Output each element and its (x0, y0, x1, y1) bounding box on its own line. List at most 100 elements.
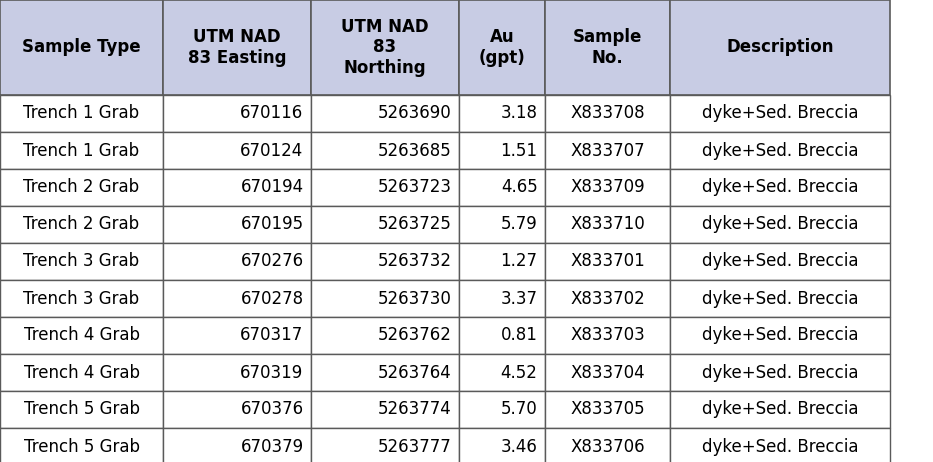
Bar (545, 132, 670, 169)
Bar (545, 391, 670, 428)
Text: 0.81: 0.81 (501, 327, 537, 345)
Bar (163, 206, 311, 243)
Bar (670, 0, 890, 95)
Text: UTM NAD
83
Northing: UTM NAD 83 Northing (341, 18, 429, 77)
Bar (545, 280, 670, 317)
Bar (670, 391, 890, 428)
Bar (0, 0, 163, 95)
Bar (163, 354, 311, 391)
Bar (670, 169, 890, 206)
Text: Trench 3 Grab: Trench 3 Grab (23, 290, 140, 308)
Bar (163, 0, 311, 95)
Text: 4.52: 4.52 (501, 364, 537, 382)
Text: X833704: X833704 (570, 364, 645, 382)
Text: Trench 4 Grab: Trench 4 Grab (23, 327, 140, 345)
Text: 670124: 670124 (241, 141, 303, 159)
Bar (311, 169, 459, 206)
Text: 670278: 670278 (241, 290, 303, 308)
Bar (670, 95, 890, 132)
Bar (670, 132, 890, 169)
Text: Trench 2 Grab: Trench 2 Grab (23, 215, 140, 233)
Bar (163, 391, 311, 428)
Bar (0, 428, 163, 462)
Bar (670, 243, 890, 280)
Bar (545, 354, 670, 391)
Bar (311, 391, 459, 428)
Text: dyke+Sed. Breccia: dyke+Sed. Breccia (702, 178, 858, 196)
Text: 670379: 670379 (241, 438, 303, 456)
Text: 5263685: 5263685 (378, 141, 452, 159)
Bar (670, 280, 890, 317)
Text: Trench 3 Grab: Trench 3 Grab (23, 253, 140, 270)
Bar (163, 317, 311, 354)
Bar (459, 0, 545, 95)
Text: 5263762: 5263762 (378, 327, 452, 345)
Text: X833709: X833709 (570, 178, 645, 196)
Bar (311, 354, 459, 391)
Text: 3.46: 3.46 (501, 438, 537, 456)
Text: 5263690: 5263690 (378, 104, 452, 122)
Text: dyke+Sed. Breccia: dyke+Sed. Breccia (702, 290, 858, 308)
Bar (311, 95, 459, 132)
Bar (311, 206, 459, 243)
Bar (545, 243, 670, 280)
Text: 5263777: 5263777 (378, 438, 452, 456)
Bar (0, 280, 163, 317)
Text: 670376: 670376 (241, 401, 303, 419)
Bar (0, 317, 163, 354)
Bar (163, 169, 311, 206)
Bar (311, 280, 459, 317)
Text: dyke+Sed. Breccia: dyke+Sed. Breccia (702, 253, 858, 270)
Bar (545, 428, 670, 462)
Bar (459, 243, 545, 280)
Bar (311, 243, 459, 280)
Text: dyke+Sed. Breccia: dyke+Sed. Breccia (702, 364, 858, 382)
Text: 670194: 670194 (241, 178, 303, 196)
Bar (0, 132, 163, 169)
Bar (459, 280, 545, 317)
Text: X833706: X833706 (570, 438, 645, 456)
Bar (163, 280, 311, 317)
Bar (545, 206, 670, 243)
Text: Trench 2 Grab: Trench 2 Grab (23, 178, 140, 196)
Text: Trench 4 Grab: Trench 4 Grab (23, 364, 140, 382)
Text: 1.27: 1.27 (500, 253, 537, 270)
Text: 4.65: 4.65 (501, 178, 537, 196)
Text: Trench 5 Grab: Trench 5 Grab (23, 401, 140, 419)
Bar (311, 428, 459, 462)
Text: X833701: X833701 (570, 253, 645, 270)
Bar (163, 95, 311, 132)
Text: 5.79: 5.79 (501, 215, 537, 233)
Text: X833705: X833705 (570, 401, 645, 419)
Bar (670, 317, 890, 354)
Text: 3.37: 3.37 (500, 290, 537, 308)
Bar (459, 169, 545, 206)
Bar (459, 354, 545, 391)
Bar (163, 243, 311, 280)
Bar (459, 132, 545, 169)
Text: X833707: X833707 (570, 141, 645, 159)
Text: 5263764: 5263764 (378, 364, 452, 382)
Text: Sample Type: Sample Type (22, 38, 141, 56)
Bar (0, 243, 163, 280)
Text: Sample
No.: Sample No. (573, 28, 642, 67)
Text: dyke+Sed. Breccia: dyke+Sed. Breccia (702, 104, 858, 122)
Text: UTM NAD
83 Easting: UTM NAD 83 Easting (188, 28, 286, 67)
Text: 5263730: 5263730 (378, 290, 452, 308)
Bar (459, 391, 545, 428)
Bar (311, 132, 459, 169)
Text: 670317: 670317 (241, 327, 303, 345)
Text: X833702: X833702 (570, 290, 645, 308)
Text: dyke+Sed. Breccia: dyke+Sed. Breccia (702, 141, 858, 159)
Text: dyke+Sed. Breccia: dyke+Sed. Breccia (702, 215, 858, 233)
Bar (459, 95, 545, 132)
Bar (670, 354, 890, 391)
Bar (0, 354, 163, 391)
Text: Trench 1 Grab: Trench 1 Grab (23, 141, 140, 159)
Text: 5263732: 5263732 (378, 253, 452, 270)
Bar (0, 206, 163, 243)
Text: 670195: 670195 (241, 215, 303, 233)
Text: 1.51: 1.51 (500, 141, 537, 159)
Bar (459, 317, 545, 354)
Bar (163, 428, 311, 462)
